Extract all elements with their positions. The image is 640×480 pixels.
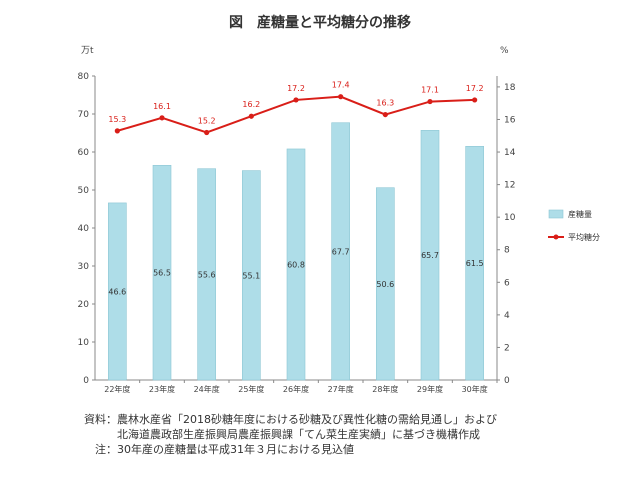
category-label: 22年度 xyxy=(104,384,130,394)
footnote-source-2: 北海道農政部生産振興局農産振興課「てん菜生産実績」に基づき機構作成 xyxy=(84,428,480,441)
left-tick-label: 40 xyxy=(78,224,90,234)
right-tick-label: 8 xyxy=(504,246,510,256)
bar-26年度 xyxy=(286,148,306,381)
right-tick-label: 16 xyxy=(504,115,516,125)
right-tick-label: 12 xyxy=(504,181,515,191)
right-tick-label: 6 xyxy=(504,278,510,288)
right-tick-label: 4 xyxy=(504,311,510,321)
line-point xyxy=(382,111,388,118)
bar-value-label: 65.7 xyxy=(421,251,439,260)
right-axis-unit: % xyxy=(500,46,509,56)
right-tick-label: 14 xyxy=(504,148,516,158)
line-point xyxy=(293,97,299,103)
left-axis-ticks: 0 10 20 30 40 50 60 70 80 xyxy=(78,72,95,386)
line-value-label: 16.3 xyxy=(376,99,394,108)
line-value-label: 16.1 xyxy=(153,102,171,111)
line-value-label: 17.2 xyxy=(287,84,305,93)
left-tick-label: 20 xyxy=(78,300,90,310)
left-axis-unit: 万t xyxy=(81,46,94,56)
footnote-source-1: 資料：農林水産省「2018砂糖年度における砂糖及び異性化糖の需給見通し」および xyxy=(84,413,497,426)
line-point xyxy=(338,94,344,100)
footnote-note: 注：30年産の産糖量は平成31年３月における見込値 xyxy=(84,443,354,456)
bar-28年度 xyxy=(376,187,395,381)
left-tick-label: 10 xyxy=(78,338,90,348)
bar-27年度 xyxy=(331,122,350,381)
left-tick-label: 80 xyxy=(78,72,90,82)
line-point xyxy=(159,115,165,121)
line-value-label: 15.3 xyxy=(108,115,126,124)
bar-29年度 xyxy=(420,130,440,381)
right-axis-ticks: 0 2 4 6 8 10 12 14 16 18 xyxy=(497,83,516,386)
left-tick-label: 50 xyxy=(78,186,90,196)
bar-23年度 xyxy=(152,165,172,381)
line-value-label: 17.4 xyxy=(332,81,350,90)
category-label: 30年度 xyxy=(462,384,488,394)
bar-series: 46.6 56.5 55.6 55.1 60.8 67.7 50.6 65.7 61.5 xyxy=(108,122,484,381)
line-point xyxy=(427,98,433,105)
bar-value-label: 55.6 xyxy=(198,270,216,279)
line-point xyxy=(472,97,478,103)
legend: 産糖量 平均糖分 xyxy=(548,209,600,242)
category-label: 27年度 xyxy=(328,384,354,394)
line-point xyxy=(204,129,210,136)
line-value-label: 16.2 xyxy=(242,100,260,109)
category-label: 23年度 xyxy=(149,384,175,394)
left-tick-label: 30 xyxy=(78,262,90,272)
bar-24年度 xyxy=(197,168,216,381)
category-label: 26年度 xyxy=(283,384,309,394)
bar-30年度 xyxy=(465,146,484,381)
bar-25年度 xyxy=(242,170,261,381)
legend-line-label: 平均糖分 xyxy=(568,232,600,242)
line-point xyxy=(114,128,120,134)
right-tick-label: 10 xyxy=(504,213,516,223)
category-label: 28年度 xyxy=(372,384,398,394)
category-label: 24年度 xyxy=(194,384,220,394)
chart-title: 図 産糖量と平均糖分の推移 xyxy=(229,14,411,31)
legend-bar-swatch xyxy=(548,209,564,219)
category-label: 29年度 xyxy=(417,384,443,394)
bar-value-label: 60.8 xyxy=(287,260,305,269)
bar-value-label: 56.5 xyxy=(153,269,171,278)
bar-value-label: 46.6 xyxy=(108,287,126,296)
line-point xyxy=(248,113,254,119)
bar-value-label: 55.1 xyxy=(242,271,260,280)
bar-value-label: 50.6 xyxy=(376,280,394,289)
right-tick-label: 18 xyxy=(504,83,516,93)
legend-bar-label: 産糖量 xyxy=(568,209,592,219)
right-tick-label: 2 xyxy=(504,343,510,353)
bar-value-label: 67.7 xyxy=(332,247,350,256)
line-value-label: 17.1 xyxy=(421,86,439,95)
bar-value-label: 61.5 xyxy=(466,259,484,268)
bar-22年度 xyxy=(108,202,127,381)
category-labels: 22年度 23年度 24年度 25年度 26年度 27年度 28年度 29年度 30年度 xyxy=(104,380,498,394)
line-value-label: 17.2 xyxy=(466,84,484,93)
category-label: 25年度 xyxy=(238,384,264,394)
right-tick-label: 0 xyxy=(504,376,510,386)
legend-line-marker xyxy=(553,234,559,240)
line-series: 15.3 16.1 15.2 16.2 17.2 17.4 16.3 17.1 17.2 xyxy=(108,81,484,136)
left-tick-label: 0 xyxy=(83,376,89,386)
left-tick-label: 60 xyxy=(78,148,90,158)
left-tick-label: 70 xyxy=(78,110,90,120)
line-value-label: 15.2 xyxy=(198,117,216,126)
